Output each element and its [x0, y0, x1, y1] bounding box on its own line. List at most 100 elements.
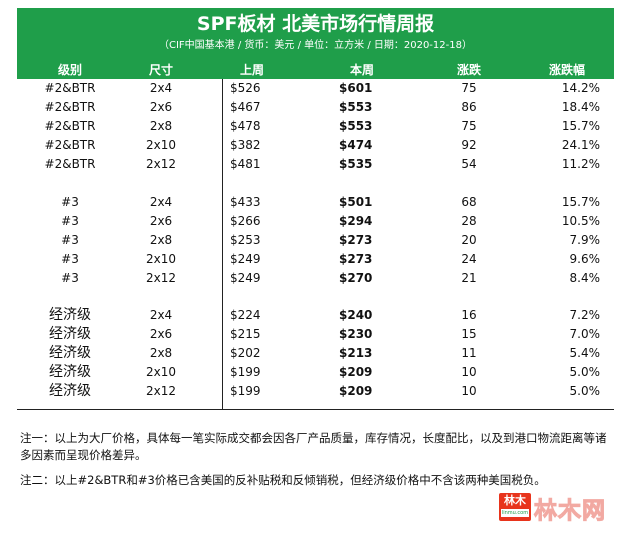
cell-change-pct: 10.5% — [561, 214, 600, 228]
cell-grade: 经济级 — [49, 364, 91, 380]
cell-last-week: $266 — [230, 214, 261, 228]
cell-size: 2x8 — [149, 233, 173, 247]
cell-change-pct: 15.7% — [561, 195, 600, 209]
cell-change-pct: 5.0% — [569, 365, 601, 379]
cell-change: 54 — [461, 157, 477, 171]
col-header-size: 尺寸 — [148, 63, 173, 77]
cell-change: 11 — [461, 346, 477, 360]
cell-size: 2x12 — [145, 157, 176, 171]
cell-size: 2x6 — [149, 327, 173, 341]
cell-this-week: $209 — [339, 384, 373, 398]
col-header-grade: 级别 — [57, 63, 82, 77]
cell-size: 2x4 — [149, 81, 173, 95]
cell-size: 2x4 — [149, 195, 173, 209]
cell-change: 20 — [461, 233, 477, 247]
cell-size: 2x12 — [145, 384, 176, 398]
cell-change: 16 — [461, 308, 477, 322]
table-row: 经济级 2x8 $202 $213 11 5.4% — [17, 344, 614, 363]
table-row: #2&BTR 2x6 $467 $553 86 18.4% — [17, 98, 614, 117]
cell-change: 68 — [461, 195, 477, 209]
cell-change: 92 — [461, 138, 477, 152]
price-table: #2&BTR 2x4 $526 $601 75 14.2% #2&BTR 2x6 $467 $55… — [17, 79, 614, 410]
report-header: SPF板材 北美市场行情周报 （CIF中国基本港 / 货币：美元 / 单位：立方… — [17, 8, 614, 61]
cell-grade: 经济级 — [49, 345, 91, 361]
cell-last-week: $433 — [230, 195, 261, 209]
cell-change-pct: 7.2% — [569, 308, 601, 322]
cell-this-week: $535 — [339, 157, 373, 171]
note-1: 注一：以上为大厂价格，具体每一笔实际成交都会因各厂产品质量，库存情况，长度配比，… — [20, 431, 607, 462]
cell-grade: #3 — [61, 271, 79, 285]
cell-last-week: $199 — [230, 384, 261, 398]
brand-logo: 林木 linmu.com — [499, 493, 531, 521]
cell-grade: #3 — [61, 252, 79, 266]
cell-last-week: $478 — [230, 119, 261, 133]
cell-this-week: $553 — [339, 100, 373, 114]
cell-change-pct: 7.0% — [569, 327, 601, 341]
table-row: 经济级 2x12 $199 $209 10 5.0% — [17, 382, 614, 401]
cell-this-week: $270 — [339, 271, 373, 285]
cell-change-pct: 7.9% — [569, 233, 601, 247]
col-header-change-pct: 涨跌幅 — [548, 63, 585, 77]
cell-change-pct: 14.2% — [561, 81, 600, 95]
cell-size: 2x6 — [149, 100, 173, 114]
report-subtitle: （CIF中国基本港 / 货币：美元 / 单位：立方米 / 日期：2020-12-… — [159, 40, 472, 51]
cell-last-week: $202 — [230, 346, 261, 360]
cell-change: 10 — [461, 365, 477, 379]
cell-last-week: $199 — [230, 365, 261, 379]
cell-this-week: $601 — [339, 81, 373, 95]
cell-change: 75 — [461, 119, 477, 133]
cell-size: 2x6 — [149, 214, 173, 228]
cell-size: 2x10 — [145, 252, 176, 266]
cell-change-pct: 11.2% — [561, 157, 600, 171]
cell-this-week: $240 — [339, 308, 373, 322]
cell-last-week: $382 — [230, 138, 261, 152]
cell-size: 2x8 — [149, 119, 173, 133]
cell-change-pct: 5.4% — [569, 346, 601, 360]
cell-change-pct: 9.6% — [569, 252, 601, 266]
logo-text: 林木 — [504, 494, 526, 507]
cell-this-week: $294 — [339, 214, 373, 228]
col-header-this-week: 本周 — [349, 63, 374, 77]
col-header-last-week: 上周 — [239, 63, 264, 77]
cell-grade: #2&BTR — [44, 100, 96, 114]
cell-grade: #2&BTR — [44, 138, 96, 152]
cell-size: 2x12 — [145, 271, 176, 285]
table-row: #3 2x6 $266 $294 28 10.5% — [17, 212, 614, 231]
watermark: 林木网 — [534, 498, 606, 525]
table-row: #2&BTR 2x4 $526 $601 75 14.2% — [17, 79, 614, 98]
cell-grade: #3 — [61, 214, 79, 228]
table-row: #2&BTR 2x10 $382 $474 92 24.1% — [17, 136, 614, 155]
report-title: SPF板材 北美市场行情周报 — [196, 13, 435, 35]
cell-change-pct: 15.7% — [561, 119, 600, 133]
cell-size: 2x10 — [145, 365, 176, 379]
logo-subtext: linmu.com — [501, 509, 529, 517]
cell-this-week: $213 — [339, 346, 373, 360]
table-header-row: 级别 尺寸 上周 本周 涨跌 涨跌幅 — [17, 61, 614, 79]
cell-this-week: $230 — [339, 327, 373, 341]
cell-change-pct: 5.0% — [569, 384, 601, 398]
cell-change: 15 — [461, 327, 477, 341]
cell-change: 21 — [461, 271, 477, 285]
note-2: 注二：以上#2&BTR和#3价格已含美国的反补贴税和反倾销税，但经济级价格中不含… — [20, 473, 546, 487]
cell-grade: #3 — [61, 195, 79, 209]
cell-this-week: $273 — [339, 233, 373, 247]
table-row: #3 2x12 $249 $270 21 8.4% — [17, 269, 614, 288]
cell-last-week: $249 — [230, 271, 261, 285]
cell-grade: #2&BTR — [44, 119, 96, 133]
notes: 注一：以上为大厂价格，具体每一笔实际成交都会因各厂产品质量，库存情况，长度配比，… — [20, 430, 614, 497]
cell-change: 24 — [461, 252, 477, 266]
cell-size: 2x4 — [149, 308, 173, 322]
cell-change: 28 — [461, 214, 477, 228]
cell-change: 75 — [461, 81, 477, 95]
cell-grade: #3 — [61, 233, 79, 247]
column-divider — [222, 79, 223, 409]
cell-last-week: $224 — [230, 308, 261, 322]
cell-last-week: $481 — [230, 157, 261, 171]
cell-last-week: $215 — [230, 327, 261, 341]
cell-grade: 经济级 — [49, 307, 91, 323]
cell-this-week: $474 — [339, 138, 373, 152]
table-row: #3 2x8 $253 $273 20 7.9% — [17, 231, 614, 250]
cell-grade: #2&BTR — [44, 81, 96, 95]
table-row: #3 2x4 $433 $501 68 15.7% — [17, 193, 614, 212]
cell-change: 86 — [461, 100, 477, 114]
